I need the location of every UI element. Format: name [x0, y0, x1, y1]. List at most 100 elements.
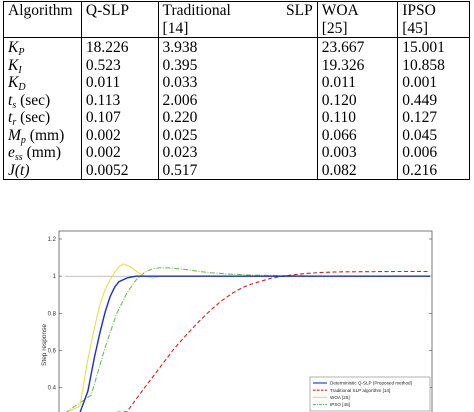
table-cell: 0.011	[80, 74, 159, 92]
param-suffix: (sec)	[16, 91, 51, 109]
results-table: Algorithm Q-SLP Traditional SLP [14] WOA…	[3, 1, 470, 180]
table-row: KD 0.011 0.033 0.011 0.001	[3, 74, 470, 93]
series-line-1	[113, 270, 430, 412]
table-body: Algorithm Q-SLP Traditional SLP [14] WOA…	[3, 1, 470, 180]
header-qslp: Q-SLP	[80, 1, 159, 38]
table-cell: 0.517	[157, 161, 318, 180]
legend-label: IPSO [45]	[330, 402, 350, 407]
legend-label: WOA [25]	[330, 395, 350, 400]
table-cell: 0.220	[157, 109, 318, 127]
table-cell: 10.858	[397, 56, 470, 74]
param-subscript: D	[18, 82, 26, 93]
header-ipso-ref: [45]	[402, 19, 429, 37]
row-param-cell: KI	[3, 56, 82, 76]
table-cell: 0.449	[397, 91, 470, 109]
header-woa: WOA [25]	[316, 1, 399, 38]
header-algorithm: Algorithm	[3, 1, 82, 38]
param-symbol: K	[8, 39, 19, 56]
legend: Deterministic Q-SLP (Proposed method) Tra…	[309, 376, 431, 412]
param-subscript: p	[20, 134, 26, 146]
table-cell: 19.326	[316, 56, 399, 74]
param-symbol: M	[8, 126, 21, 144]
table-cell: 0.033	[157, 74, 318, 92]
table-cell: 0.025	[157, 126, 318, 144]
param-suffix: (mm)	[25, 126, 65, 144]
row-param-cell: tr (sec)	[3, 109, 82, 128]
table-cell: 0.066	[316, 126, 399, 144]
legend-label: Traditional SLP algorithm [14]	[330, 388, 390, 393]
table-cell: 15.001	[397, 37, 470, 57]
header-ipso-name: IPSO	[402, 2, 436, 19]
series-group	[65, 263, 430, 412]
param-symbol: t	[8, 91, 13, 109]
table-cell: 0.023	[157, 144, 318, 162]
row-param-cell: ts (sec)	[3, 91, 82, 111]
table-row: ts (sec) 0.113 2.006 0.120 0.449	[3, 91, 470, 111]
table-cell: 0.082	[316, 161, 399, 180]
table-row: J(t) 0.0052 0.517 0.082 0.216	[3, 161, 470, 180]
legend-label: Deterministic Q-SLP (Proposed method)	[330, 381, 413, 386]
row-param-cell: ess (mm)	[3, 144, 82, 163]
y-tick-label: 0.8	[48, 311, 57, 317]
row-param-cell: KP	[3, 37, 82, 58]
table-cell: 3.938	[157, 37, 318, 57]
table-cell: 0.107	[80, 109, 159, 127]
param-suffix: (t)	[14, 161, 30, 179]
table-cell: 0.006	[397, 144, 470, 162]
table-row: tr (sec) 0.107 0.220 0.110 0.127	[3, 109, 470, 128]
param-subscript: P	[18, 47, 25, 58]
table-cell: 0.003	[316, 144, 399, 162]
table-cell: 0.001	[397, 74, 470, 92]
param-subscript: r	[12, 117, 17, 128]
param-subscript: ss	[14, 152, 23, 163]
table-row: Mp (mm) 0.002 0.025 0.066 0.045	[3, 126, 470, 146]
table-row: KP 18.226 3.938 23.667 15.001	[3, 37, 470, 58]
param-subscript: s	[12, 99, 17, 111]
table-cell: 0.113	[80, 91, 159, 109]
row-param-cell: J(t)	[3, 161, 82, 180]
y-axis-ticks: 0.4 0.6 0.8 1 1.2	[48, 237, 432, 392]
row-param-cell: KD	[3, 74, 82, 93]
table-row: KI 0.523 0.395 19.326 10.858	[3, 56, 470, 76]
header-woa-ref: [25]	[321, 19, 348, 37]
series-line-0	[79, 275, 430, 412]
y-tick-label: 1.2	[48, 237, 57, 243]
header-woa-name: WOA	[321, 2, 359, 19]
row-param-cell: Mp (mm)	[3, 126, 82, 146]
table-cell: 0.002	[80, 144, 159, 162]
header-traditional-line: Traditional SLP	[163, 2, 313, 20]
table-cell: 2.006	[157, 91, 318, 109]
param-symbol: t	[8, 109, 13, 126]
header-traditional-left: Traditional	[162, 2, 231, 19]
param-symbol: K	[8, 74, 19, 91]
table-cell: 0.127	[397, 109, 470, 127]
table-cell: 0.216	[397, 161, 470, 180]
param-subscript: I	[18, 64, 22, 76]
table-cell: 0.011	[316, 74, 399, 92]
table-cell: 0.045	[397, 126, 470, 144]
table-row: ess (mm) 0.002 0.023 0.003 0.006	[3, 144, 470, 163]
table-cell: 18.226	[80, 37, 159, 57]
header-traditional-ref: [14]	[162, 19, 189, 37]
table-cell: 23.667	[316, 37, 399, 57]
table-header-row: Algorithm Q-SLP Traditional SLP [14] WOA…	[3, 1, 470, 38]
y-axis-label: Step response	[41, 324, 48, 366]
param-symbol: K	[8, 56, 19, 74]
header-traditional: Traditional SLP [14]	[157, 1, 318, 38]
param-suffix: (mm)	[22, 144, 61, 161]
table-cell: 0.523	[80, 56, 159, 74]
y-tick-label: 0.4	[48, 386, 57, 392]
param-symbol: e	[8, 144, 15, 161]
header-ipso: IPSO [45]	[397, 1, 470, 38]
param-suffix: (sec)	[16, 109, 51, 126]
param-symbol: J	[8, 161, 15, 179]
y-tick-label: 1	[53, 274, 57, 280]
header-traditional-right: SLP	[285, 2, 313, 19]
table-cell: 0.0052	[80, 161, 159, 180]
legend-box	[309, 376, 431, 412]
table-cell: 0.120	[316, 91, 399, 109]
y-tick-label: 0.6	[48, 349, 57, 355]
table-cell: 0.395	[157, 56, 318, 74]
table-cell: 0.002	[80, 126, 159, 144]
